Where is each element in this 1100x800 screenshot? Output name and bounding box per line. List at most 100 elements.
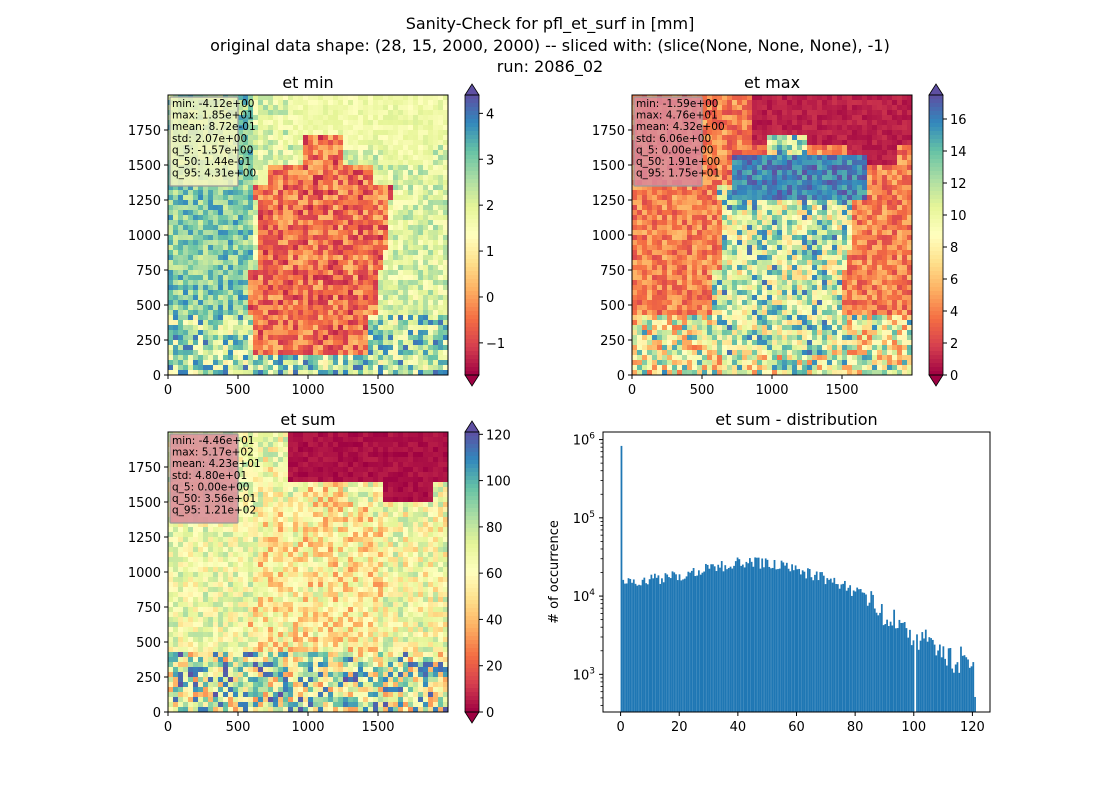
- panel-et-min-cell: [333, 315, 339, 321]
- panel-et-max-cell: [752, 295, 758, 301]
- panel-et-min-cell: [268, 190, 274, 196]
- panel-et-min-cell: [213, 230, 219, 236]
- panel-et-min-cell: [388, 255, 394, 261]
- panel-et-max-cell: [707, 175, 713, 181]
- panel-et-min-cell: [383, 360, 389, 366]
- panel-et-min-cell: [398, 345, 404, 351]
- panel-et-max-cell: [767, 245, 773, 251]
- panel-et-min-cell: [178, 330, 184, 336]
- panel-et-min-cell: [383, 195, 389, 201]
- panel-et-max-cell: [742, 100, 748, 106]
- panel-et-max-cell: [652, 185, 658, 191]
- panel-et-min-cell: [178, 280, 184, 286]
- panel-et-max-cell: [637, 330, 643, 336]
- panel-et-max-cell: [782, 145, 788, 151]
- panel-et-min-cell: [363, 195, 369, 201]
- panel-et-min-cell: [238, 250, 244, 256]
- panel-et-min-cell: [423, 175, 429, 181]
- panel-et-min-cell: [303, 190, 309, 196]
- panel-et-max-cell: [732, 125, 738, 131]
- panel-et-max-cell: [752, 315, 758, 321]
- panel-et-min-cell: [278, 190, 284, 196]
- panel-et-min-cell: [208, 265, 214, 271]
- panel-et-max-cell: [692, 265, 698, 271]
- panel-et-min-cell: [248, 210, 254, 216]
- panel-et-max-cell: [677, 300, 683, 306]
- panel-et-max-cell: [742, 205, 748, 211]
- panel-et-min-cell: [238, 335, 244, 341]
- panel-et-min-cell: [348, 355, 354, 361]
- panel-et-min-cell: [203, 220, 209, 226]
- panel-et-min-cell: [218, 185, 224, 191]
- panel-et-max-cell: [717, 185, 723, 191]
- panel-et-max-cell: [702, 135, 708, 141]
- panel-et-min-cell: [313, 230, 319, 236]
- panel-et-max-cell: [667, 310, 673, 316]
- panel-et-max-cell: [697, 300, 703, 306]
- panel-et-max-cell: [722, 330, 728, 336]
- panel-et-max-cell: [667, 320, 673, 326]
- panel-et-min-cell: [248, 145, 254, 151]
- panel-et-min-cell: [333, 135, 339, 141]
- panel-et-min-cell: [168, 280, 174, 286]
- panel-et-max-cell: [777, 145, 783, 151]
- panel-et-min-cell: [308, 340, 314, 346]
- panel-et-min-cell: [393, 215, 399, 221]
- panel-et-min-cell: [378, 140, 384, 146]
- panel-et-min-cell: [383, 185, 389, 191]
- panel-et-max-cell: [782, 235, 788, 241]
- panel-et-min-cell: [353, 125, 359, 131]
- panel-et-max-cell: [722, 155, 728, 161]
- panel-et-max-cell: [652, 235, 658, 241]
- panel-et-min-cell: [333, 285, 339, 291]
- panel-et-min-cell: [193, 290, 199, 296]
- panel-et-min-cell: [428, 190, 434, 196]
- panel-et-min-cell: [293, 330, 299, 336]
- panel-et-max-cell: [637, 335, 643, 341]
- panel-et-min-cell: [243, 310, 249, 316]
- panel-et-min-cell: [368, 205, 374, 211]
- panel-et-max-cell: [762, 170, 768, 176]
- panel-et-min-cell: [433, 100, 439, 106]
- panel-et-max-cell: [692, 210, 698, 216]
- panel-et-max-cell: [732, 325, 738, 331]
- panel-et-min-cell: [193, 270, 199, 276]
- panel-et-min-cell: [308, 245, 314, 251]
- panel-et-min-colorbar-slice: [465, 231, 479, 236]
- panel-et-max-cell: [672, 365, 678, 371]
- panel-et-min-cell: [363, 130, 369, 136]
- panel-et-min-cell: [283, 250, 289, 256]
- panel-et-min-cell: [228, 275, 234, 281]
- panel-et-min-cell: [383, 365, 389, 371]
- panel-et-min-cell: [318, 140, 324, 146]
- panel-et-min-cell: [208, 370, 214, 376]
- panel-et-max-cell: [732, 165, 738, 171]
- panel-et-min-cell: [233, 265, 239, 271]
- panel-et-min-cell: [178, 245, 184, 251]
- panel-et-min-cell: [353, 245, 359, 251]
- panel-et-max-cell: [777, 310, 783, 316]
- panel-et-min-cell: [303, 325, 309, 331]
- panel-et-min-cell: [408, 220, 414, 226]
- panel-et-max-cell: [697, 205, 703, 211]
- panel-et-min-cell: [313, 340, 319, 346]
- panel-et-max-cell: [737, 225, 743, 231]
- panel-et-min-cell: [293, 160, 299, 166]
- panel-et-min-cell: [393, 235, 399, 241]
- panel-et-min-cell: [213, 265, 219, 271]
- panel-et-max-cell: [737, 355, 743, 361]
- panel-et-min-cell: [298, 120, 304, 126]
- panel-et-min-cell: [338, 295, 344, 301]
- panel-et-min-cell: [313, 150, 319, 156]
- panel-et-min-cell: [228, 255, 234, 261]
- panel-et-max-cell: [767, 150, 773, 156]
- panel-et-min-cell: [188, 290, 194, 296]
- panel-et-max-cell: [717, 310, 723, 316]
- panel-et-max-cell: [737, 140, 743, 146]
- panel-et-max-cell: [672, 350, 678, 356]
- panel-et-min-cell: [318, 305, 324, 311]
- panel-et-max-cell: [687, 365, 693, 371]
- panel-et-max-cell: [677, 220, 683, 226]
- panel-et-min-cell: [233, 285, 239, 291]
